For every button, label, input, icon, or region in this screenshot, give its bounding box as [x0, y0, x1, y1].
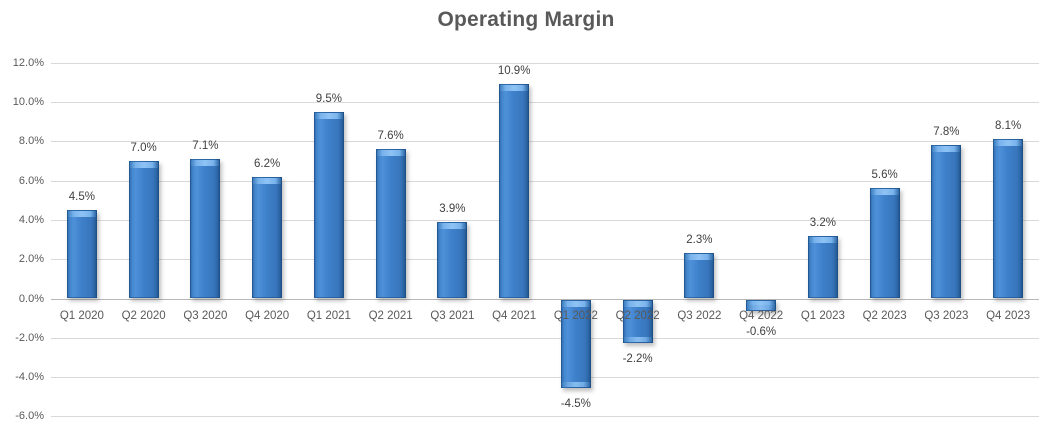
bar[interactable]	[313, 111, 344, 299]
y-axis-tick-label: 4.0%	[18, 213, 44, 226]
gridline	[51, 416, 1039, 418]
bar[interactable]	[560, 299, 591, 388]
x-axis-tick-label: Q2 2020	[121, 309, 166, 322]
x-axis-line	[51, 298, 1039, 300]
data-label: -4.5%	[560, 397, 591, 410]
data-label: 7.6%	[377, 130, 404, 143]
x-axis-tick-label: Q4 2020	[245, 309, 290, 322]
x-axis-tick-label: Q1 2022	[553, 309, 598, 322]
bar[interactable]	[931, 145, 962, 299]
y-axis-tick-label: 6.0%	[18, 174, 44, 187]
data-label: 7.1%	[192, 139, 219, 152]
chart-title: Operating Margin	[437, 8, 615, 31]
data-label: 5.6%	[871, 169, 898, 182]
x-axis-tick-label: Q4 2022	[739, 309, 784, 322]
gridline	[51, 62, 1039, 64]
gridline	[51, 259, 1039, 261]
bar[interactable]	[190, 158, 221, 299]
x-axis-tick-label: Q3 2021	[430, 309, 475, 322]
x-axis-tick-label: Q4 2023	[986, 309, 1031, 322]
bar[interactable]	[375, 149, 406, 299]
bar[interactable]	[746, 299, 777, 312]
bar[interactable]	[437, 221, 468, 299]
bar[interactable]	[66, 210, 97, 299]
bar[interactable]	[128, 160, 159, 299]
data-label: 4.5%	[68, 191, 95, 204]
data-label: 3.2%	[809, 216, 836, 229]
y-axis-tick-label: 0.0%	[18, 292, 44, 305]
y-axis-tick-label: 10.0%	[12, 96, 44, 108]
x-axis-tick-label: Q1 2023	[800, 309, 845, 322]
x-axis-tick-label: Q2 2022	[615, 309, 660, 322]
data-label: -2.2%	[622, 352, 653, 365]
data-label: 6.2%	[254, 157, 281, 170]
data-label: -0.6%	[746, 325, 777, 338]
y-axis-tick-label: -6.0%	[15, 410, 44, 423]
data-label: 2.3%	[686, 234, 713, 247]
bar[interactable]	[499, 84, 530, 299]
x-axis-tick-label: Q3 2022	[677, 309, 722, 322]
gridline	[51, 377, 1039, 379]
gridline	[51, 102, 1039, 103]
x-axis-tick-label: Q2 2023	[862, 309, 907, 322]
x-axis-tick-label: Q3 2020	[183, 309, 228, 322]
bar[interactable]	[622, 299, 653, 343]
y-axis-tick-label: -4.0%	[15, 371, 44, 384]
gridline	[51, 180, 1039, 182]
y-axis-tick-label: 12.0%	[12, 56, 44, 69]
gridline	[51, 141, 1039, 143]
x-axis-tick-label: Q1 2020	[59, 309, 104, 322]
data-label: 7.8%	[933, 126, 960, 139]
bar[interactable]	[993, 139, 1024, 299]
y-axis-tick-label: 2.0%	[18, 253, 44, 266]
x-axis-tick-label: Q4 2021	[492, 309, 537, 322]
gridline	[51, 337, 1039, 339]
x-axis-tick-label: Q1 2021	[306, 309, 351, 322]
data-label: 9.5%	[315, 92, 342, 105]
data-label: 7.0%	[130, 141, 157, 154]
x-axis-tick-label: Q3 2023	[924, 309, 969, 322]
bar[interactable]	[684, 253, 715, 299]
bar[interactable]	[807, 235, 838, 299]
y-axis-tick-label: -2.0%	[15, 331, 44, 344]
bar[interactable]	[869, 188, 900, 299]
data-label: 8.1%	[995, 120, 1022, 133]
data-label: 10.9%	[497, 65, 531, 78]
data-label: 3.9%	[439, 202, 466, 215]
x-axis-tick-label: Q2 2021	[368, 309, 413, 322]
bar[interactable]	[252, 176, 283, 299]
gridline	[51, 219, 1039, 221]
y-axis-tick-label: 8.0%	[18, 135, 44, 148]
